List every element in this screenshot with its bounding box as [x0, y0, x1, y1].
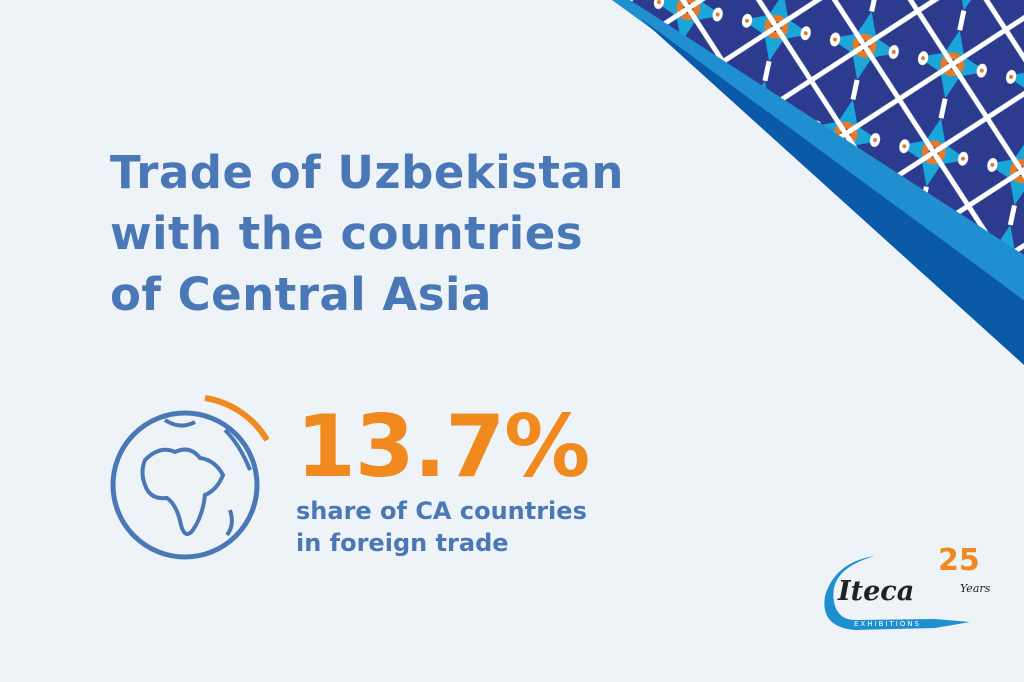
description-line: share of CA countries [296, 497, 587, 525]
svg-text:Iteca: Iteca [837, 576, 914, 607]
title-line: Trade of Uzbekistan [110, 146, 624, 199]
iteca-logo: Iteca EXHIBITIONS 25 Years [824, 543, 991, 630]
svg-text:25: 25 [938, 543, 980, 578]
svg-text:EXHIBITIONS: EXHIBITIONS [854, 620, 921, 628]
page-title: Trade of Uzbekistan with the countries o… [110, 142, 624, 325]
description-line: in foreign trade [296, 529, 509, 557]
title-line: of Central Asia [110, 268, 492, 321]
ornamental-corner-banner [612, 0, 1024, 365]
svg-text:Years: Years [960, 582, 991, 595]
band-dark [640, 18, 1024, 365]
share-description: share of CA countries in foreign trade [296, 495, 587, 559]
title-line: with the countries [110, 207, 584, 260]
globe-icon [110, 395, 270, 560]
share-value: 13.7% [296, 397, 590, 497]
